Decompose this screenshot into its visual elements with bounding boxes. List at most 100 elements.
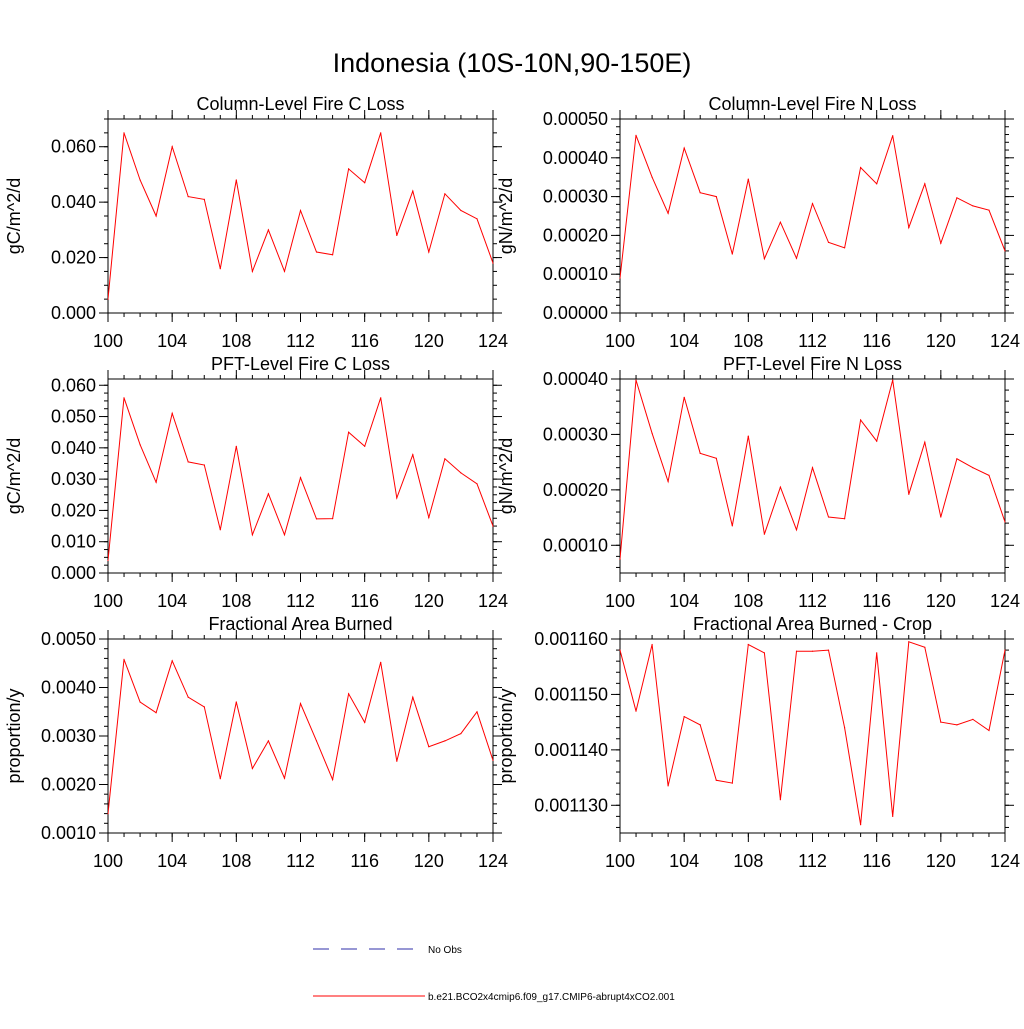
series-line xyxy=(108,132,493,300)
chart-panel-5: Fractional Area Burned 100 104 108 112 116 120… xyxy=(4,614,508,871)
y-tick-label: 0.00000 xyxy=(543,303,608,323)
y-tick-label: 0.00020 xyxy=(543,225,608,245)
panel-title: Fractional Area Burned - Crop xyxy=(693,614,932,634)
data-point xyxy=(283,270,286,272)
figure-title: Indonesia (10S-10N,90-150E) xyxy=(333,48,692,78)
x-tick-label: 112 xyxy=(798,331,827,351)
y-tick-label: 0.0020 xyxy=(41,775,96,795)
data-point xyxy=(1004,649,1006,651)
data-point xyxy=(651,643,653,646)
data-point xyxy=(267,493,269,495)
x-tick-label: 112 xyxy=(798,851,827,871)
data-point xyxy=(667,212,669,214)
x-tick-label: 112 xyxy=(286,331,315,351)
y-tick-label: 0.00050 xyxy=(543,109,608,129)
data-point xyxy=(396,497,398,499)
data-point xyxy=(492,759,494,761)
data-point xyxy=(811,650,814,652)
data-point xyxy=(348,168,350,170)
x-tick-label: 120 xyxy=(926,331,956,351)
series-points xyxy=(619,641,1006,826)
data-point xyxy=(908,227,910,229)
data-point xyxy=(315,740,318,742)
data-point xyxy=(444,740,446,742)
legend-model-label: b.e21.BCO2x4cmip6.f09_g17.CMIP6-abrupt4x… xyxy=(428,992,675,1003)
data-point xyxy=(619,558,621,560)
data-point xyxy=(619,277,621,279)
y-tick-label: 0.000 xyxy=(51,563,96,583)
data-point xyxy=(811,203,814,205)
data-point xyxy=(299,209,302,212)
x-tick-label: 108 xyxy=(221,851,251,871)
y-tick-label: 0.00010 xyxy=(543,535,608,555)
data-point xyxy=(396,234,398,236)
data-point xyxy=(283,777,286,779)
data-point xyxy=(444,458,446,460)
data-point xyxy=(715,196,717,198)
y-tick-label: 0.00040 xyxy=(543,148,608,168)
data-point xyxy=(251,534,253,536)
series-line xyxy=(108,659,493,814)
data-point xyxy=(635,134,637,136)
data-point xyxy=(203,464,205,466)
y-tick-label: 0.040 xyxy=(51,438,96,458)
y-axis-label: gC/m^2/d xyxy=(4,178,24,254)
legend: No Obs b.e21.BCO2x4cmip6.f09_g17.CMIP6-a… xyxy=(313,945,675,1003)
data-point xyxy=(972,467,974,469)
data-point xyxy=(988,474,990,476)
data-point xyxy=(123,132,125,134)
chart-panel-4: PFT-Level Fire N Loss 100 104 108 112 116 120 1… xyxy=(496,354,1020,611)
data-point xyxy=(364,445,366,447)
y-tick-label: 0.000 xyxy=(51,303,96,323)
plot-frame xyxy=(107,638,494,834)
data-point xyxy=(235,445,237,447)
y-tick-label: 0.001130 xyxy=(534,795,608,815)
data-point xyxy=(683,716,685,718)
data-point xyxy=(444,193,446,195)
x-tick-label: 100 xyxy=(93,591,123,611)
data-point xyxy=(267,229,269,231)
x-tick-label: 100 xyxy=(605,331,635,351)
data-point xyxy=(844,727,846,729)
data-point xyxy=(924,183,926,185)
series-line xyxy=(620,135,1005,279)
y-axis-label: gC/m^2/d xyxy=(4,438,24,514)
data-point xyxy=(956,197,958,199)
legend-obs-label: No Obs xyxy=(428,945,462,956)
x-tick-label: 104 xyxy=(669,851,699,871)
y-axis-label: proportion/y xyxy=(496,688,516,783)
y-tick-label: 0.020 xyxy=(51,248,96,268)
data-point xyxy=(380,132,382,134)
data-point xyxy=(667,480,669,483)
data-point xyxy=(171,660,173,662)
data-point xyxy=(715,457,717,459)
x-tick-label: 108 xyxy=(733,851,763,871)
data-point xyxy=(699,192,701,194)
data-point xyxy=(123,658,125,661)
data-point xyxy=(492,525,494,527)
data-point xyxy=(811,467,814,469)
x-tick-label: 124 xyxy=(478,851,508,871)
data-point xyxy=(779,221,782,223)
data-point xyxy=(396,760,398,762)
y-tick-label: 0.001160 xyxy=(534,629,608,649)
data-point xyxy=(892,135,894,137)
y-tick-label: 0.020 xyxy=(51,500,96,520)
data-point xyxy=(779,799,782,801)
data-point xyxy=(123,397,125,399)
data-point xyxy=(876,652,878,654)
panel-title: Column-Level Fire N Loss xyxy=(708,94,916,114)
x-tick-label: 124 xyxy=(990,331,1020,351)
chart-panel-2: Column-Level Fire N Loss 100 104 108 112 116 1… xyxy=(496,94,1020,351)
y-tick-label: 0.001150 xyxy=(534,684,608,704)
data-point xyxy=(283,534,286,536)
series-points xyxy=(107,132,494,300)
data-point xyxy=(972,718,974,721)
data-point xyxy=(235,179,237,181)
data-point xyxy=(428,746,430,748)
data-point xyxy=(476,483,478,485)
data-point xyxy=(988,209,990,211)
x-tick-label: 104 xyxy=(157,331,187,351)
data-point xyxy=(428,517,430,519)
x-tick-label: 124 xyxy=(478,591,508,611)
